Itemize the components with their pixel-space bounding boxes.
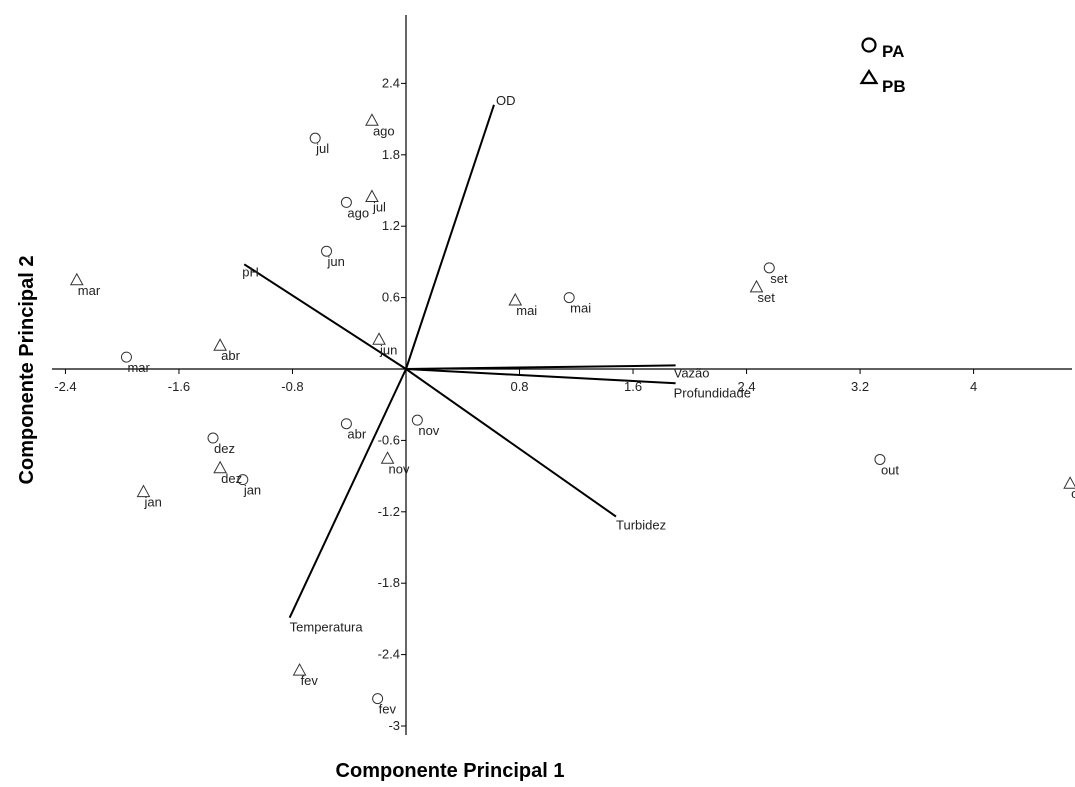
- point-pa-jul: [309, 132, 321, 144]
- vector-label-turbidez: Turbidez: [616, 518, 666, 533]
- point-pb-dez: [213, 460, 227, 474]
- point-label-pa-jun: jun: [327, 254, 345, 269]
- point-label-pb-nov: nov: [389, 461, 410, 476]
- point-pb-ago: [365, 113, 379, 126]
- vector-label-od: OD: [496, 93, 516, 108]
- point-label-pa-out: out: [881, 462, 899, 477]
- point-label-pb-mai: mai: [516, 303, 537, 318]
- x-tick-label: 4: [970, 379, 977, 394]
- vector-label-vazao: Vazão: [674, 365, 710, 380]
- vector-line-temperatura: [288, 368, 407, 619]
- vector-line-ph: [243, 263, 407, 370]
- y-tick-label: -1.2: [378, 504, 400, 519]
- x-tick-label: 2.4: [738, 379, 756, 394]
- point-pa-mar: [120, 351, 132, 363]
- point-pa-fev: [372, 693, 384, 705]
- point-pa-nov: [411, 414, 423, 426]
- vector-line-turbidez: [405, 368, 617, 518]
- point-pb-jul: [365, 189, 379, 202]
- point-label-pb-dez: dez: [221, 471, 242, 486]
- point-label-pb-abr: abr: [221, 348, 240, 363]
- point-pa-ago: [340, 196, 352, 208]
- point-pb-jun: [372, 332, 386, 345]
- point-pb-nov: [380, 451, 395, 464]
- y-tick-label: 0.6: [382, 290, 400, 305]
- vector-line-vazao: [405, 364, 676, 370]
- point-pb-abr: [213, 338, 227, 351]
- point-label-pb-fev: fev: [301, 673, 319, 688]
- x-tick-label: -2.4: [54, 379, 76, 394]
- y-ticks: 2.4 1.8 1.2 0.6 -0.6 -1.2 -1.8 -2.4 -3: [378, 75, 406, 733]
- vector-label-profundidade: Profundidade: [674, 385, 751, 400]
- legend-triangle-icon: [859, 68, 879, 85]
- point-label-pa-jan: jan: [243, 483, 261, 498]
- x-tick-label: -1.6: [168, 379, 190, 394]
- point-label-pa-set: set: [770, 271, 788, 286]
- legend-label-pa: PA: [882, 42, 904, 61]
- x-tick-label: 1.6: [624, 379, 642, 394]
- legend-label-pb: PB: [882, 77, 906, 96]
- x-tick-label: 3.2: [851, 379, 869, 394]
- point-label-pa-mai: mai: [570, 301, 591, 316]
- point-pb-set: [749, 279, 764, 293]
- vector-line-od: [405, 104, 495, 370]
- y-tick-label: -1.8: [378, 575, 400, 590]
- loading-vectors: OD pH Vazão Profundidade Turbidez Temperatura: [242, 93, 751, 635]
- y-tick-label: 1.2: [382, 218, 400, 233]
- legend-circle-icon: [861, 37, 877, 53]
- point-pa-out: [874, 453, 886, 465]
- vector-label-temperatura: Temperatura: [290, 620, 364, 635]
- point-pb-mar: [69, 272, 84, 286]
- point-label-pa-jul: jul: [315, 141, 329, 156]
- point-pb-fev: [292, 663, 307, 676]
- point-pa-mai: [563, 292, 575, 304]
- point-label-pa-abr: abr: [347, 427, 366, 442]
- point-pb-mai: [508, 292, 523, 306]
- y-tick-label: -2.4: [378, 647, 400, 662]
- point-pa-abr: [340, 418, 352, 430]
- point-label-pb-mar: mar: [78, 283, 101, 298]
- y-tick-label: -3: [388, 718, 400, 733]
- point-pb-jan: [136, 484, 151, 498]
- x-tick-label: -0.8: [281, 379, 303, 394]
- point-label-pa-dez: dez: [214, 441, 235, 456]
- point-label-pa-nov: nov: [418, 423, 439, 438]
- point-label-pb-jun: jun: [379, 342, 397, 357]
- point-label-pb-jan: jan: [143, 495, 161, 510]
- vector-label-ph: pH: [242, 264, 259, 279]
- legend: PA PB: [859, 37, 906, 96]
- point-pa-set: [763, 262, 775, 274]
- x-tick-label: 0.8: [510, 379, 528, 394]
- point-label-pb-ou: ou: [1071, 486, 1075, 501]
- point-pa-dez: [207, 432, 219, 444]
- y-axis-title: Componente Principal 2: [16, 256, 38, 485]
- x-ticks: -2.4 -1.6 -0.8 0.8 1.6 2.4 3.2 4: [54, 369, 977, 394]
- point-label-pa-fev: fev: [379, 702, 397, 717]
- y-tick-label: 1.8: [382, 147, 400, 162]
- point-label-pb-jul: jul: [372, 199, 386, 214]
- point-label-pa-mar: mar: [127, 360, 150, 375]
- axes: -2.4 -1.6 -0.8 0.8 1.6 2.4 3.2 4 2.4 1.8 1.2 0.6 -0…: [52, 15, 1072, 735]
- y-tick-label: 2.4: [382, 75, 400, 90]
- vector-line-profundidade: [405, 368, 676, 385]
- point-pa-jan: [237, 474, 249, 486]
- point-pb-ou: [1063, 476, 1075, 489]
- x-axis-title: Componente Principal 1: [336, 760, 565, 782]
- point-label-pa-ago: ago: [347, 205, 369, 220]
- point-pa-jun: [321, 245, 333, 257]
- point-label-pb-set: set: [757, 290, 775, 305]
- y-tick-label: -0.6: [378, 432, 400, 447]
- point-label-pb-ago: ago: [373, 123, 395, 138]
